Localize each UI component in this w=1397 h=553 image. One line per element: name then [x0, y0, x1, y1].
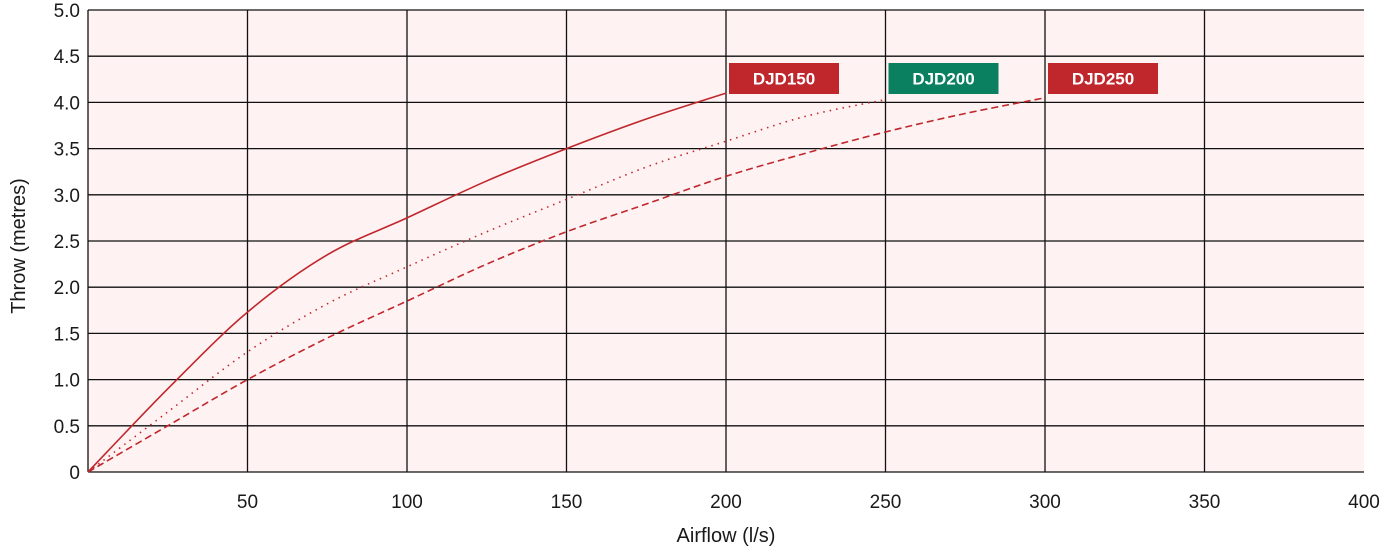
y-tick-label-1: 0.5 — [54, 417, 80, 438]
grid — [87, 9, 1364, 473]
series-tag-label-djd150: DJD150 — [753, 70, 815, 89]
series-tag-djd250 — [1048, 63, 1158, 94]
series-tag-label-djd250: DJD250 — [1072, 70, 1134, 89]
x-tick-label-1: 100 — [391, 492, 423, 513]
x-axis-label: Airflow (l/s) — [677, 525, 776, 547]
y-axis-ticks: 0 0.5 1.0 1.5 2.0 2.5 3.0 3.5 4.0 4.5 5.0 — [54, 1, 80, 484]
series-tag-djd200 — [888, 63, 999, 94]
y-axis-label: Throw (metres) — [8, 178, 30, 314]
series-line-djd250 — [87, 96, 1046, 473]
y-tick-label-7: 3.5 — [54, 140, 80, 161]
x-tick-label-6: 350 — [1189, 492, 1221, 513]
x-tick-label-0: 50 — [237, 492, 258, 513]
y-tick-label-3: 1.5 — [54, 324, 80, 345]
y-tick-label-2: 1.0 — [54, 371, 80, 392]
x-tick-label-2: 150 — [551, 492, 583, 513]
x-tick-label-5: 300 — [1029, 492, 1061, 513]
series-layer — [87, 92, 1046, 473]
x-tick-label-4: 250 — [870, 492, 902, 513]
series-tag-label-djd200: DJD200 — [912, 70, 974, 89]
x-tick-label-3: 200 — [710, 492, 742, 513]
series-line-djd150 — [87, 92, 727, 473]
x-tick-label-7: 400 — [1348, 492, 1380, 513]
y-tick-label-8: 4.0 — [54, 93, 80, 114]
y-tick-label-10: 5.0 — [54, 1, 80, 22]
y-tick-label-0: 0 — [69, 463, 80, 484]
x-axis-ticks: 50 100 150 200 250 300 350 400 — [237, 492, 1380, 513]
y-tick-label-4: 2.0 — [54, 278, 80, 299]
y-tick-label-9: 4.5 — [54, 47, 80, 68]
y-tick-label-5: 2.5 — [54, 232, 80, 253]
series-tag-djd150 — [729, 63, 839, 94]
y-tick-label-6: 3.0 — [54, 186, 80, 207]
series-tags: DJD150 DJD200 DJD250 — [729, 63, 1158, 94]
series-line-djd200 — [87, 98, 886, 473]
